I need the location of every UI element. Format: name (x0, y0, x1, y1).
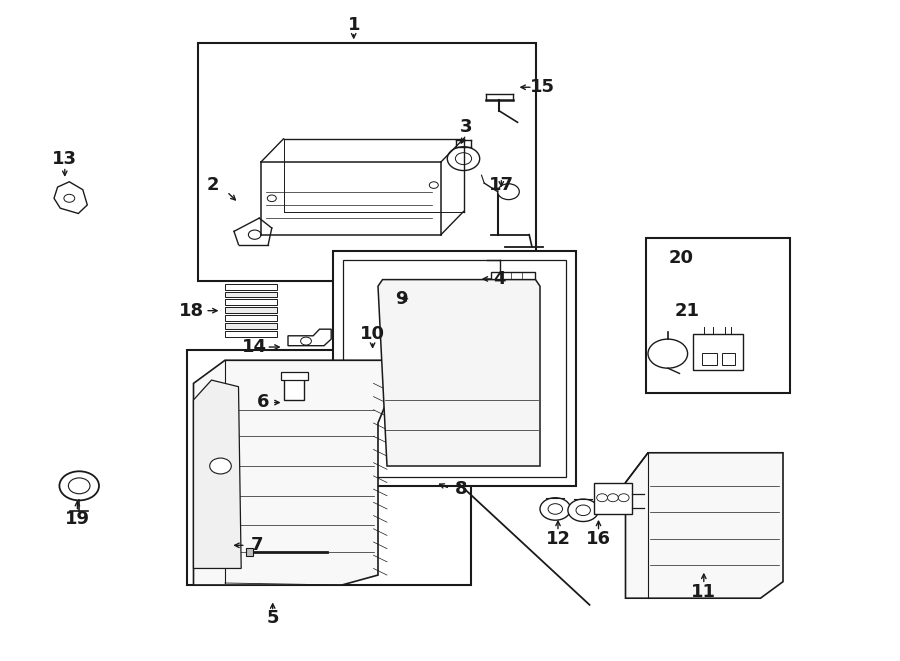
Bar (333, 251, 576, 486)
Polygon shape (194, 360, 464, 585)
Bar (284, 377, 304, 400)
Circle shape (568, 499, 598, 522)
Text: 18: 18 (179, 301, 204, 320)
Text: 17: 17 (489, 176, 514, 194)
Polygon shape (626, 453, 783, 598)
Bar (693, 334, 742, 370)
Bar (400, 292, 419, 311)
Text: 16: 16 (586, 529, 611, 548)
Circle shape (267, 195, 276, 202)
Bar (491, 272, 535, 292)
Circle shape (548, 504, 562, 514)
Text: 14: 14 (242, 338, 267, 356)
Text: 10: 10 (360, 325, 385, 343)
Text: 6: 6 (256, 393, 269, 411)
Circle shape (608, 494, 618, 502)
Text: 11: 11 (691, 582, 716, 601)
Polygon shape (288, 329, 331, 346)
Circle shape (301, 337, 311, 345)
Circle shape (210, 458, 231, 474)
Bar (394, 290, 409, 300)
Bar (187, 350, 471, 585)
Circle shape (540, 498, 571, 520)
Text: 20: 20 (669, 249, 694, 267)
Text: 8: 8 (454, 480, 467, 498)
Circle shape (597, 494, 608, 502)
Text: 21: 21 (674, 301, 699, 320)
Bar (225, 299, 277, 305)
Circle shape (64, 194, 75, 202)
Circle shape (576, 505, 590, 516)
Polygon shape (378, 280, 540, 466)
Text: 1: 1 (347, 16, 360, 34)
Text: 5: 5 (266, 609, 279, 627)
Circle shape (455, 153, 472, 165)
Bar (281, 372, 308, 380)
Bar (722, 353, 735, 365)
Circle shape (618, 494, 629, 502)
Circle shape (59, 471, 99, 500)
Bar (225, 307, 277, 313)
Text: 7: 7 (250, 536, 263, 555)
Bar (594, 483, 632, 514)
Text: 9: 9 (395, 290, 408, 308)
Bar (225, 284, 277, 290)
Bar (225, 292, 277, 297)
Bar (246, 548, 253, 556)
Bar (702, 353, 717, 365)
Circle shape (68, 478, 90, 494)
Polygon shape (194, 380, 241, 568)
Bar (225, 323, 277, 329)
Bar (646, 238, 790, 393)
Text: 2: 2 (207, 176, 220, 194)
Text: 19: 19 (65, 510, 90, 528)
Bar (225, 331, 277, 337)
Circle shape (429, 182, 438, 188)
Text: 13: 13 (52, 149, 77, 168)
Bar (343, 260, 566, 477)
Circle shape (498, 184, 519, 200)
Text: 3: 3 (460, 118, 473, 136)
Bar (198, 43, 536, 281)
Bar (225, 315, 277, 321)
Text: 15: 15 (530, 78, 555, 97)
Polygon shape (54, 182, 87, 214)
Text: 12: 12 (545, 529, 571, 548)
Circle shape (447, 147, 480, 171)
Text: 4: 4 (493, 270, 506, 288)
Circle shape (648, 339, 688, 368)
Circle shape (248, 230, 261, 239)
